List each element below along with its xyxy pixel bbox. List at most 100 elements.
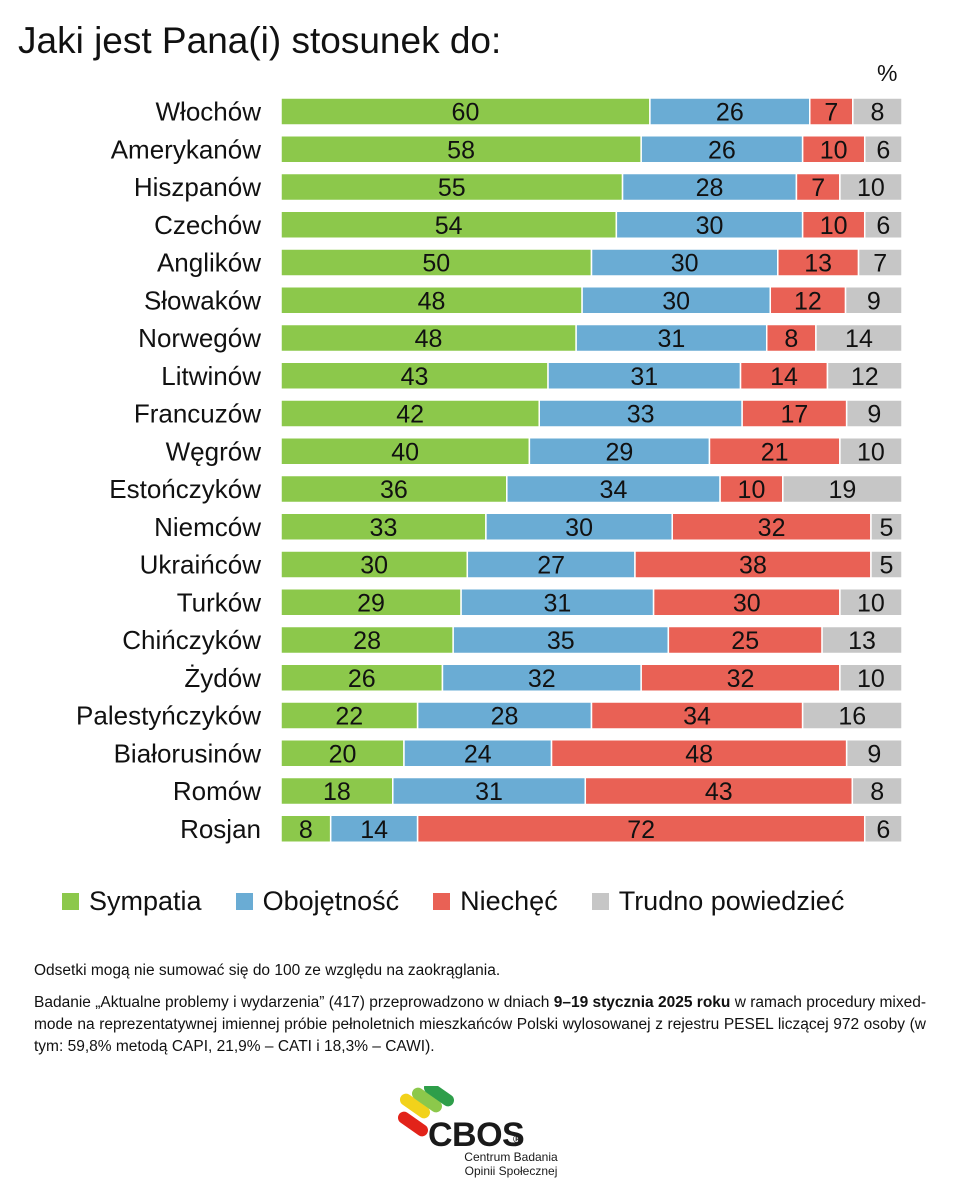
- bar-obojetnosc-zydow: [441, 663, 642, 692]
- data-label-niechec-francuzow: 17: [780, 401, 808, 429]
- data-label-obojetnosc-turkow: 31: [543, 589, 571, 617]
- bar-sympatia-ukraincow: [280, 550, 469, 579]
- data-label-trudno-powiedziec-norwegow: 14: [845, 325, 873, 353]
- category-label-czechow: Czechów: [154, 210, 261, 240]
- data-label-obojetnosc-romow: 31: [475, 778, 503, 806]
- data-label-obojetnosc-wlochow: 26: [716, 99, 744, 127]
- study-note-details: w ramach procedury mixed-mode na repreze…: [34, 994, 927, 1055]
- bar-trudno-powiedziec-wlochow: [852, 97, 903, 126]
- data-label-obojetnosc-estonczykow: 34: [600, 476, 628, 504]
- data-label-trudno-powiedziec-francuzow: 9: [867, 401, 881, 429]
- cbos-subtitle-line2: Opinii Społecznej: [464, 1164, 558, 1178]
- data-label-niechec-romow: 43: [705, 778, 733, 806]
- data-label-sympatia-bialorusinow: 20: [329, 740, 357, 768]
- data-label-obojetnosc-czechow: 30: [696, 212, 724, 240]
- legend-label-sympatia: Sympatia: [89, 886, 202, 916]
- bar-sympatia-zydow: [280, 663, 444, 692]
- bar-niechec-palestynczykow: [590, 701, 804, 730]
- data-label-obojetnosc-hiszpanow: 28: [696, 174, 724, 202]
- bar-niechec-amerykanow: [801, 135, 866, 164]
- data-label-trudno-powiedziec-estonczykow: 19: [829, 476, 857, 504]
- category-label-turkow: Turków: [177, 587, 261, 617]
- data-label-obojetnosc-norwegow: 31: [658, 325, 686, 353]
- bar-obojetnosc-romow: [392, 776, 587, 806]
- bar-niechec-ukraincow: [634, 550, 872, 579]
- data-label-trudno-powiedziec-rosjan: 6: [876, 816, 890, 844]
- data-label-niechec-estonczykow: 10: [738, 476, 766, 504]
- category-label-slowakow: Słowaków: [144, 285, 261, 315]
- legend-label-niechec: Niechęć: [460, 886, 558, 916]
- category-label-litwinow: Litwinów: [161, 361, 261, 391]
- bar-trudno-powiedziec-norwegow: [815, 323, 903, 353]
- bar-sympatia-bialorusinow: [280, 739, 405, 768]
- bar-sympatia-turkow: [280, 588, 462, 617]
- bar-obojetnosc-turkow: [460, 588, 655, 617]
- data-label-niechec-wegrow: 21: [761, 438, 789, 466]
- bar-sympatia-wlochow: [280, 97, 651, 126]
- bar-sympatia-romow: [280, 776, 394, 806]
- bar-trudno-powiedziec-estonczykow: [782, 474, 903, 504]
- legend-swatch-trudno-powiedziec: [591, 893, 609, 910]
- data-label-trudno-powiedziec-amerykanow: 6: [876, 136, 890, 164]
- bar-trudno-powiedziec-bialorusinow: [845, 739, 903, 768]
- category-label-ukraincow: Ukraińców: [140, 550, 262, 580]
- data-label-sympatia-estonczykow: 36: [380, 476, 408, 504]
- data-label-trudno-powiedziec-wlochow: 8: [870, 99, 884, 127]
- data-label-trudno-powiedziec-slowakow: 9: [867, 287, 881, 315]
- bar-trudno-powiedziec-zydow: [839, 663, 903, 692]
- data-label-sympatia-rosjan: 8: [299, 816, 313, 844]
- bar-obojetnosc-francuzow: [538, 399, 743, 428]
- bar-sympatia-amerykanow: [280, 135, 642, 164]
- category-label-hiszpanow: Hiszpanów: [134, 172, 261, 202]
- data-label-sympatia-czechow: 54: [435, 212, 463, 240]
- cbos-logo: CBOS ® Centrum Badania Opinii Społecznej: [396, 1086, 586, 1186]
- category-label-norwegow: Norwegów: [138, 323, 261, 353]
- bar-niechec-hiszpanow: [795, 172, 841, 202]
- bar-niechec-litwinow: [739, 361, 829, 390]
- category-label-chinczykow: Chińczyków: [122, 625, 261, 655]
- data-label-trudno-powiedziec-niemcow: 5: [880, 514, 894, 542]
- data-label-trudno-powiedziec-hiszpanow: 10: [857, 174, 885, 202]
- bar-trudno-powiedziec-niemcow: [870, 512, 903, 541]
- data-label-obojetnosc-chinczykow: 35: [547, 627, 575, 655]
- bar-obojetnosc-bialorusinow: [403, 739, 553, 768]
- data-label-sympatia-chinczykow: 28: [353, 627, 381, 655]
- category-label-francuzow: Francuzów: [134, 399, 261, 429]
- data-label-sympatia-turkow: 29: [357, 589, 385, 617]
- bar-trudno-powiedziec-amerykanow: [863, 135, 903, 164]
- bar-niechec-anglikow: [777, 248, 860, 277]
- study-note: Badanie „Aktualne problemy i wydarzenia”…: [34, 992, 926, 1058]
- data-label-niechec-hiszpanow: 7: [811, 174, 825, 202]
- bar-sympatia-estonczykow: [280, 474, 508, 504]
- bar-obojetnosc-slowakow: [581, 286, 772, 315]
- chart-legend: Sympatia Obojętność Niechęć Trudno powie…: [62, 886, 878, 917]
- bar-trudno-powiedziec-anglikow: [857, 248, 903, 277]
- data-label-trudno-powiedziec-zydow: 10: [857, 665, 885, 693]
- data-label-trudno-powiedziec-litwinow: 12: [851, 363, 879, 391]
- bar-obojetnosc-hiszpanow: [621, 172, 798, 202]
- data-label-sympatia-ukraincow: 30: [360, 552, 388, 580]
- legend-swatch-obojetnosc: [235, 893, 253, 910]
- data-label-obojetnosc-slowakow: 30: [662, 287, 690, 315]
- footnotes: Odsetki mogą nie sumować się do 100 ze w…: [34, 960, 926, 1058]
- data-label-niechec-amerykanow: 10: [820, 136, 848, 164]
- study-note-intro: Badanie „Aktualne problemy i wydarzenia”…: [34, 994, 554, 1011]
- data-label-obojetnosc-zydow: 32: [528, 665, 556, 693]
- legend-item-trudno-powiedziec: Trudno powiedzieć: [591, 886, 844, 917]
- data-label-obojetnosc-niemcow: 30: [565, 514, 593, 542]
- category-label-zydow: Żydów: [184, 663, 261, 693]
- bar-sympatia-palestynczykow: [280, 701, 419, 730]
- legend-item-sympatia: Sympatia: [62, 886, 202, 917]
- data-label-sympatia-anglikow: 50: [422, 250, 450, 278]
- data-label-niechec-litwinow: 14: [770, 363, 798, 391]
- category-label-rosjan: Rosjan: [180, 814, 261, 844]
- data-label-niechec-ukraincow: 38: [739, 552, 767, 580]
- data-label-niechec-turkow: 30: [733, 589, 761, 617]
- data-label-niechec-czechow: 10: [820, 212, 848, 240]
- data-label-sympatia-romow: 18: [323, 778, 351, 806]
- bar-sympatia-norwegow: [280, 323, 577, 353]
- bar-niechec-romow: [584, 776, 854, 806]
- bar-trudno-powiedziec-chinczykow: [821, 625, 903, 655]
- data-label-niechec-niemcow: 32: [758, 514, 786, 542]
- data-label-trudno-powiedziec-anglikow: 7: [873, 250, 887, 278]
